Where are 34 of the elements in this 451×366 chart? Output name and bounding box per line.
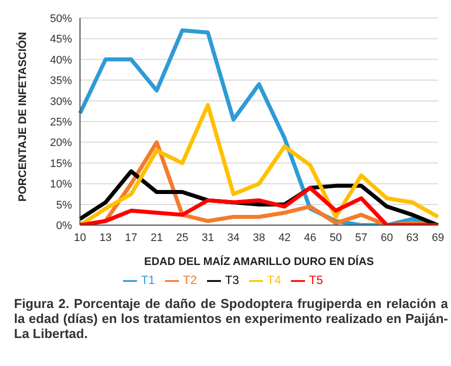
x-tick-label: 69 [432, 232, 444, 244]
x-tick-label: 63 [406, 232, 419, 244]
x-tick-label: 17 [125, 232, 138, 244]
y-tick-label: 25% [50, 116, 72, 128]
legend-label: T1 [140, 273, 155, 288]
x-tick-label: 34 [227, 232, 240, 244]
x-tick-label: 60 [380, 232, 393, 244]
x-tick-label: 38 [252, 232, 266, 244]
y-tick-label: 15% [50, 158, 72, 170]
x-tick-label: 42 [278, 232, 291, 244]
y-tick-label: 45% [50, 34, 72, 46]
y-tick-label: 35% [50, 75, 72, 88]
x-axis-title: EDAD DEL MAÍZ AMARILLO DURO EN DÍAS [144, 255, 374, 268]
x-tick-label: 50 [330, 232, 342, 244]
x-tick-label: 25 [176, 232, 188, 244]
y-tick-label: 20% [50, 137, 72, 150]
y-tick-label: 0% [56, 220, 72, 232]
legend-label: T4 [267, 273, 282, 288]
legend-label: T3 [224, 273, 239, 288]
x-tick-label: 10 [74, 232, 86, 244]
legend-label: T5 [309, 273, 324, 288]
y-tick-label: 40% [50, 54, 72, 66]
x-tick-label: 57 [355, 232, 368, 244]
legend-label: T2 [182, 273, 197, 288]
x-tick-label: 46 [304, 232, 316, 244]
x-tick-label: 31 [202, 232, 214, 244]
y-axis-title: PORCENTAJE DE INFETASCIÓN [16, 32, 29, 202]
x-tick-label: 21 [150, 232, 163, 244]
y-tick-label: 5% [56, 199, 72, 212]
y-tick-label: 50% [50, 12, 72, 25]
text: Figura 2. Porcentaje de daño de Spodoptera frugiperda en relación a la edad (días) en los tratamientos en experimento realizado en Paiján-La Libertad. [14, 296, 448, 341]
y-tick-label: 10% [50, 178, 72, 191]
y-tick-label: 30% [50, 96, 72, 108]
x-tick-label: 13 [99, 232, 112, 244]
